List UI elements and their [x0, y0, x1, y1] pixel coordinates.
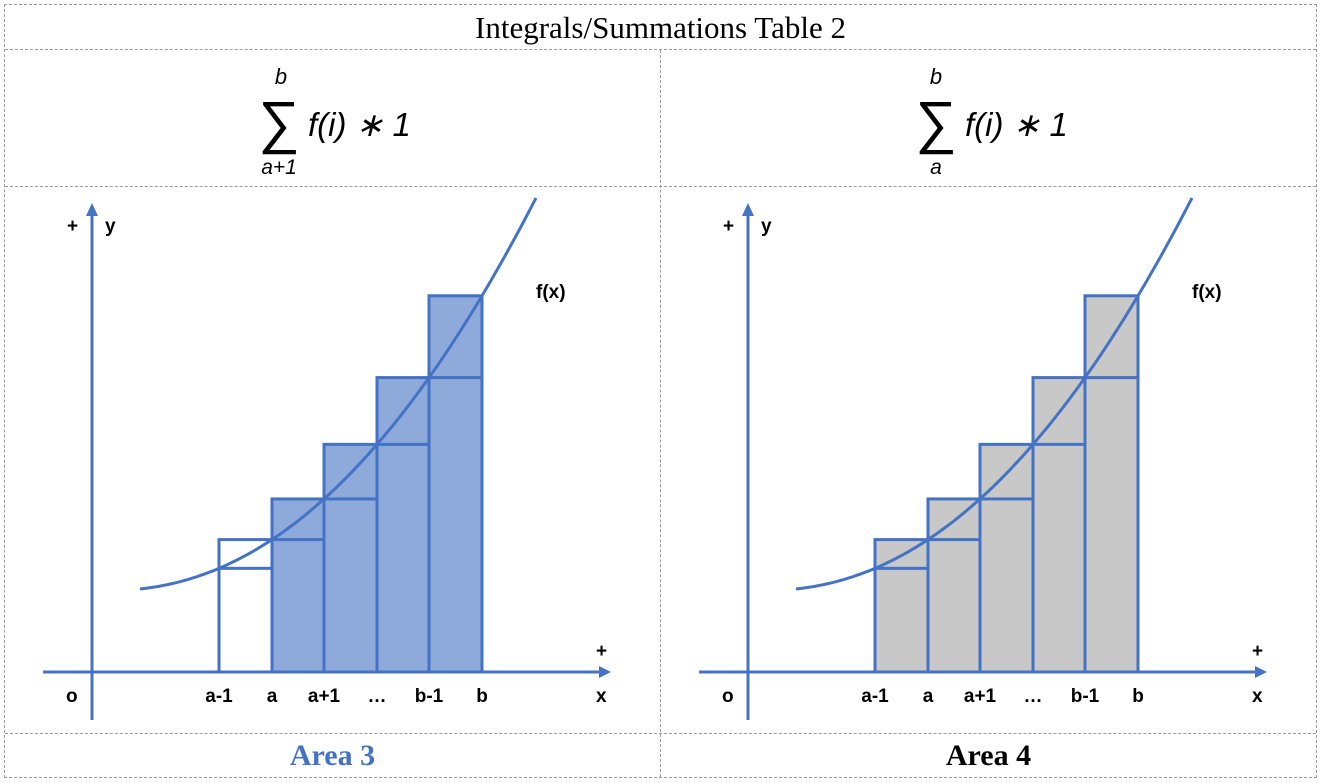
summation-table: Integrals/Summations Table 2 b ∑ a+1 f(i…	[4, 4, 1317, 778]
upper-rect-a+1	[270, 497, 326, 674]
x-tick-…: …	[1024, 686, 1043, 707]
sigma-symbol-right: ∑	[915, 90, 956, 155]
origin-label: o	[66, 686, 78, 707]
graph-right: y + + x o f(x) a-1 a a+1 … b-1 b	[699, 197, 1267, 720]
footer-cell-left: Area 3	[5, 734, 660, 777]
x-tick-a: a	[923, 686, 934, 707]
upper-rect-b	[1083, 294, 1140, 674]
x-plus-label: +	[1252, 641, 1263, 662]
formula-cell-right: b ∑ a f(i) ∗ 1	[661, 50, 1316, 186]
footer-row: Area 3 Area 4	[5, 734, 1316, 777]
curve-label: f(x)	[1192, 282, 1222, 303]
x-axis-label: x	[1252, 686, 1263, 707]
y-axis-label: y	[761, 216, 772, 237]
y-plus-label: +	[723, 216, 734, 237]
sigma-upper-left: b	[275, 64, 287, 89]
function-curve	[795, 197, 1194, 591]
graph-left: y + + x o f(x) a-1 a a+1 … b-1 b	[43, 197, 611, 720]
formula-row: b ∑ a+1 f(i) ∗ 1 b ∑ a f(i) ∗ 1	[5, 50, 1316, 187]
lower-rect-a-1	[217, 566, 274, 674]
formula-left: b ∑ a+1 f(i) ∗ 1	[258, 64, 411, 179]
area-4-label: Area 4	[945, 739, 1032, 772]
x-tick-…: …	[368, 686, 387, 707]
y-axis-arrow-icon	[742, 203, 754, 216]
x-axis-label: x	[596, 686, 607, 707]
formula-body-left: f(i) ∗ 1	[308, 106, 411, 143]
upper-rect-…	[978, 442, 1035, 674]
x-tick-a+1: a+1	[308, 686, 341, 707]
graph-cell-left: y + + x o f(x) a-1 a a+1 … b-1 b	[5, 187, 660, 733]
y-axis-arrow-icon	[86, 203, 98, 216]
x-tick-b: b	[476, 686, 488, 707]
formula-cell-left: b ∑ a+1 f(i) ∗ 1	[5, 50, 660, 186]
x-tick-b-1: b-1	[415, 686, 444, 707]
column-divider	[660, 50, 661, 777]
x-tick-a: a	[267, 686, 278, 707]
upper-rect-a	[217, 538, 274, 674]
sigma-lower-right: a	[930, 156, 942, 179]
formula-body-right: f(i) ∗ 1	[965, 106, 1068, 143]
footer-cell-right: Area 4	[661, 734, 1316, 777]
y-plus-label: +	[67, 216, 78, 237]
upper-rect-b-1	[375, 376, 431, 674]
y-axis-label: y	[105, 216, 116, 237]
x-tick-b: b	[1132, 686, 1144, 707]
graph-row: y + + x o f(x) a-1 a a+1 … b-1 b y + + x o f(x) a-1 a a+1 … b…	[5, 187, 1316, 734]
graph-cell-right: y + + x o f(x) a-1 a a+1 … b-1 b	[661, 187, 1316, 733]
origin-label: o	[722, 686, 734, 707]
x-plus-label: +	[596, 641, 607, 662]
x-axis-arrow-icon	[599, 666, 611, 678]
sigma-symbol-left: ∑	[258, 90, 299, 155]
sigma-lower-left: a+1	[261, 156, 297, 179]
x-tick-b-1: b-1	[1071, 686, 1100, 707]
x-axis-arrow-icon	[1255, 666, 1267, 678]
upper-rect-a+1	[926, 497, 982, 674]
upper-rect-b	[427, 294, 484, 674]
function-curve	[139, 197, 538, 591]
table-title: Integrals/Summations Table 2	[5, 5, 1316, 50]
sigma-upper-right: b	[930, 64, 942, 89]
x-tick-a-1: a-1	[861, 686, 889, 707]
x-tick-a+1: a+1	[964, 686, 997, 707]
x-tick-a-1: a-1	[205, 686, 233, 707]
curve-label: f(x)	[536, 282, 566, 303]
upper-rect-b-1	[1031, 376, 1087, 674]
upper-rect-…	[322, 442, 379, 674]
area-3-label: Area 3	[289, 739, 376, 772]
upper-rect-a	[873, 538, 930, 674]
formula-right: b ∑ a f(i) ∗ 1	[915, 64, 1068, 179]
